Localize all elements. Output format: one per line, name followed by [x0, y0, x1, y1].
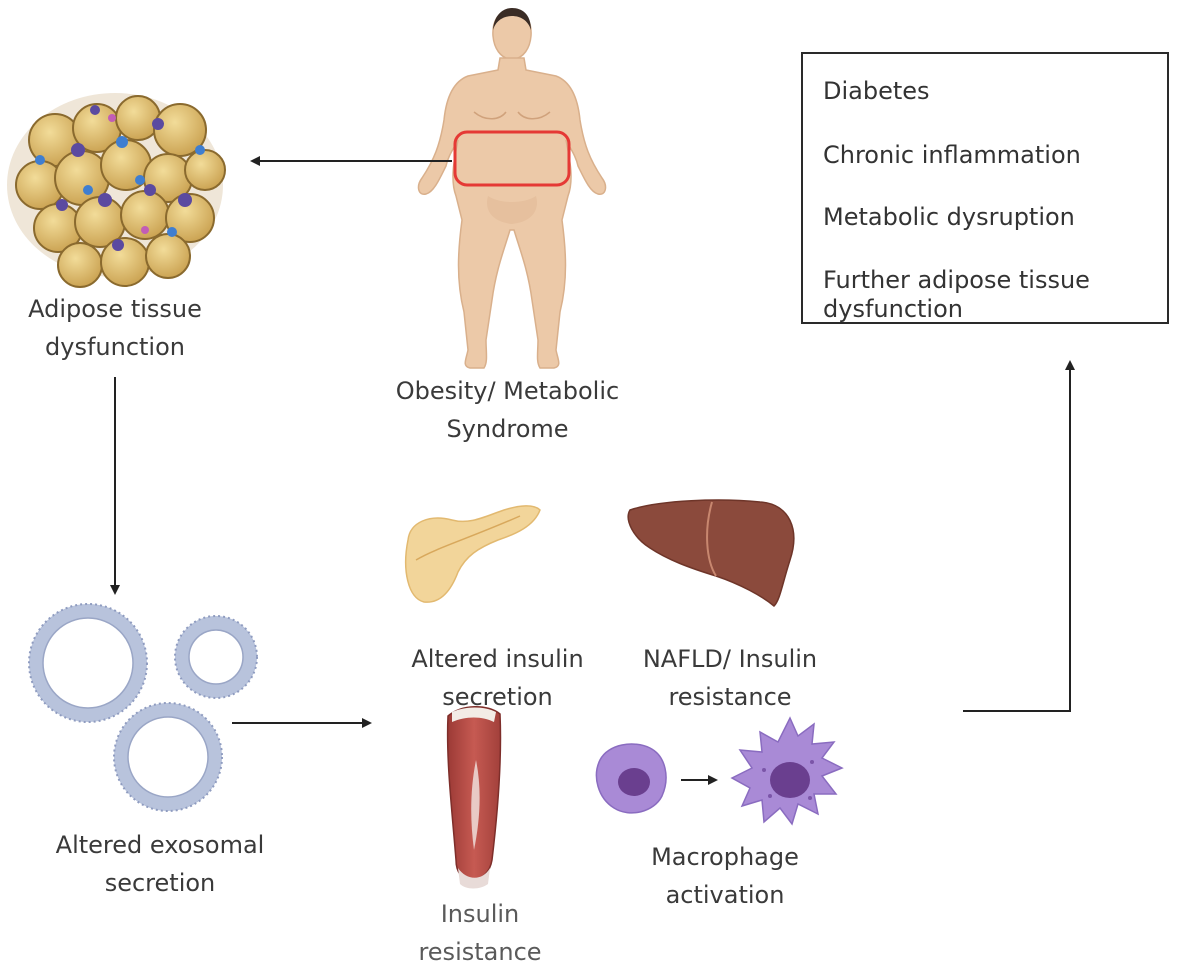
- pancreas-icon: [405, 505, 541, 603]
- activated-macrophage-icon: [730, 716, 844, 826]
- adipose-tissue-icon: [7, 93, 226, 288]
- obesity-label: Obesity/ Metabolic Syndrome: [395, 377, 620, 443]
- abdomen-highlight: [453, 130, 571, 187]
- macrophage-label: Macrophage activation: [651, 843, 799, 909]
- liver-label: NAFLD/ Insulin resistance: [642, 645, 818, 711]
- muscle-icon: [446, 706, 502, 889]
- outcome-item: Metabolic dysruption: [823, 203, 1075, 231]
- pancreas-label: Altered insulin secretion: [411, 645, 584, 711]
- outcome-item: Diabetes: [823, 77, 930, 105]
- arrow-organs-to-outcomes: [963, 360, 1075, 712]
- exosome-vesicles-icon: [28, 603, 258, 812]
- liver-icon: [627, 499, 795, 608]
- outcomes-box: Diabetes Chronic inflammation Metabolic …: [801, 52, 1169, 324]
- outcome-item: Further adipose tissue: [823, 266, 1090, 294]
- exosomal-label: Altered exosomal secretion: [55, 831, 265, 897]
- outcome-item: dysfunction: [823, 295, 963, 323]
- human-body-icon: [417, 8, 607, 369]
- monocyte-icon: [595, 743, 667, 814]
- muscle-label: Insulin resistance: [418, 900, 542, 966]
- adipose-label: Adipose tissue dysfunction: [28, 295, 202, 361]
- outcome-item: Chronic inflammation: [823, 141, 1081, 169]
